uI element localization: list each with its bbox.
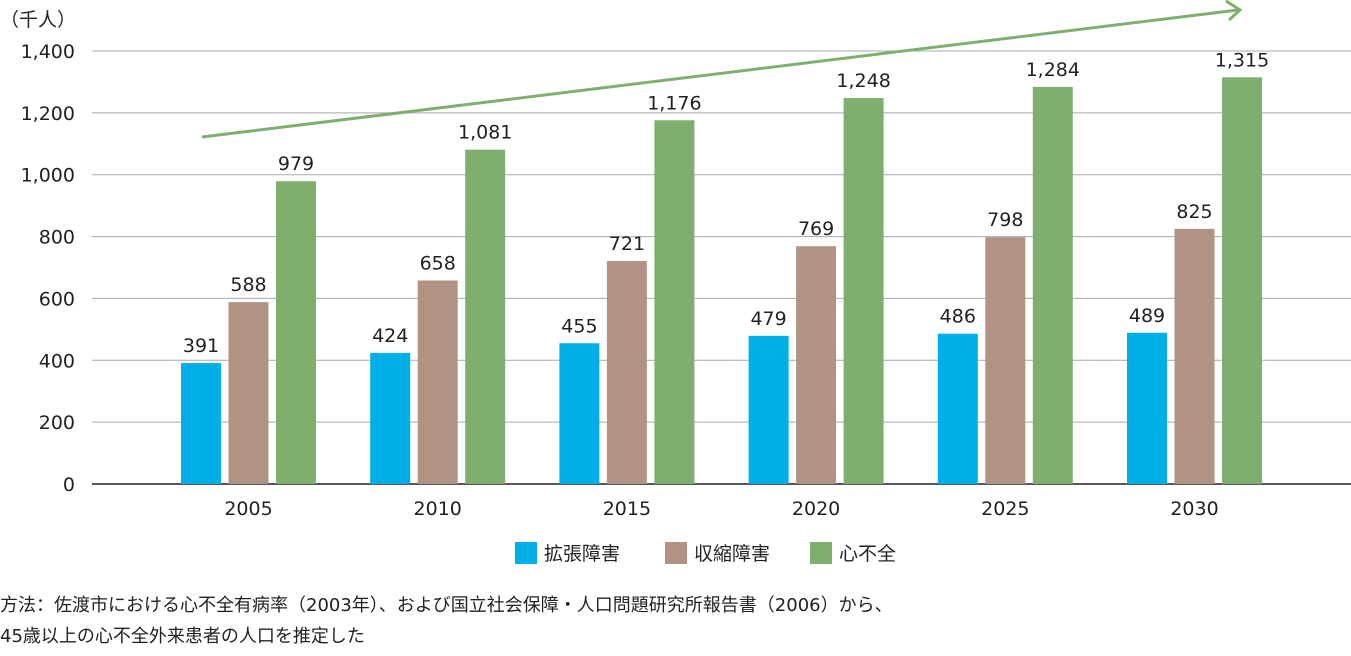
legend-label: 収縮障害 bbox=[694, 543, 770, 565]
y-axis-unit-label: （千人） bbox=[0, 9, 76, 31]
legend-swatch bbox=[515, 542, 537, 564]
bar bbox=[937, 333, 978, 484]
trend-arrow-head bbox=[1225, 0, 1243, 22]
bar-value-label: 479 bbox=[750, 308, 786, 330]
method-note-line-1: 方法：佐渡市における心不全有病率（2003年）、および国立社会保障・人口問題研究… bbox=[0, 595, 893, 616]
legend-swatch bbox=[810, 542, 832, 564]
bar-chart: （千人） 0 200 400 600 800 1,000 1,200 1,400 391 588… bbox=[0, 0, 1351, 565]
bar bbox=[276, 181, 316, 484]
y-tick-label: 1,000 bbox=[21, 165, 75, 187]
y-tick-label: 800 bbox=[39, 227, 75, 249]
bar bbox=[559, 343, 600, 484]
bar bbox=[417, 280, 458, 484]
bar-value-label: 658 bbox=[420, 252, 456, 274]
bar bbox=[843, 98, 884, 485]
bar bbox=[1222, 77, 1262, 485]
bar bbox=[1127, 332, 1167, 484]
x-tick-label: 2030 bbox=[1170, 498, 1218, 520]
bar bbox=[1032, 86, 1073, 485]
y-tick-label: 1,400 bbox=[21, 41, 75, 63]
bar-value-label: 1,081 bbox=[458, 122, 512, 144]
data-labels: 391 588 979 424 658 1,081 455 721 1,176 479 769 1,2… bbox=[183, 49, 1269, 357]
bar bbox=[748, 335, 789, 484]
x-tick-label: 2010 bbox=[414, 498, 462, 520]
trend-arrow bbox=[201, 0, 1243, 139]
y-tick-label: 600 bbox=[39, 288, 75, 310]
legend: 拡張障害 収縮障害 心不全 bbox=[515, 542, 896, 565]
y-tick-label: 400 bbox=[39, 350, 75, 372]
x-axis-ticks: 2005 2010 2015 2020 2025 2030 bbox=[224, 498, 1218, 520]
x-tick-label: 2025 bbox=[981, 498, 1029, 520]
bar-value-label: 486 bbox=[940, 306, 976, 328]
bar bbox=[606, 261, 647, 484]
bar-value-label: 1,315 bbox=[1215, 49, 1269, 71]
bar bbox=[1174, 228, 1215, 484]
bar bbox=[985, 237, 1026, 484]
bar-value-label: 424 bbox=[372, 325, 408, 347]
x-tick-label: 2005 bbox=[224, 498, 272, 520]
x-tick-label: 2015 bbox=[603, 498, 651, 520]
method-note-line-2: 45歳以上の心不全外来患者の人口を推定した bbox=[0, 626, 365, 647]
bar bbox=[181, 363, 221, 484]
legend-label: 拡張障害 bbox=[544, 543, 620, 565]
bar-value-label: 455 bbox=[561, 315, 597, 337]
y-tick-label: 0 bbox=[63, 474, 75, 496]
bar bbox=[654, 120, 695, 484]
bar-value-label: 391 bbox=[183, 335, 219, 357]
bar-value-label: 979 bbox=[278, 153, 314, 175]
bar-value-label: 1,248 bbox=[836, 70, 890, 92]
bar-value-label: 798 bbox=[987, 209, 1023, 231]
legend-label: 心不全 bbox=[839, 543, 896, 565]
bar-value-label: 1,176 bbox=[647, 92, 701, 114]
bar bbox=[228, 302, 269, 484]
trend-arrow-shaft bbox=[201, 8, 1239, 139]
bar-value-label: 1,284 bbox=[1026, 59, 1080, 81]
y-tick-label: 1,200 bbox=[21, 103, 75, 125]
y-axis-ticks: 0 200 400 600 800 1,000 1,200 1,400 bbox=[21, 41, 75, 496]
bar-value-label: 489 bbox=[1129, 305, 1165, 327]
bar bbox=[796, 246, 837, 484]
bar-value-label: 588 bbox=[230, 274, 266, 296]
bar-value-label: 825 bbox=[1176, 201, 1212, 223]
bar-value-label: 721 bbox=[609, 233, 645, 255]
bar bbox=[370, 352, 411, 484]
bars bbox=[181, 77, 1262, 485]
y-tick-label: 200 bbox=[39, 412, 75, 434]
bar bbox=[465, 149, 506, 484]
bar-value-label: 769 bbox=[798, 218, 834, 240]
legend-swatch bbox=[665, 542, 687, 564]
x-tick-label: 2020 bbox=[792, 498, 840, 520]
